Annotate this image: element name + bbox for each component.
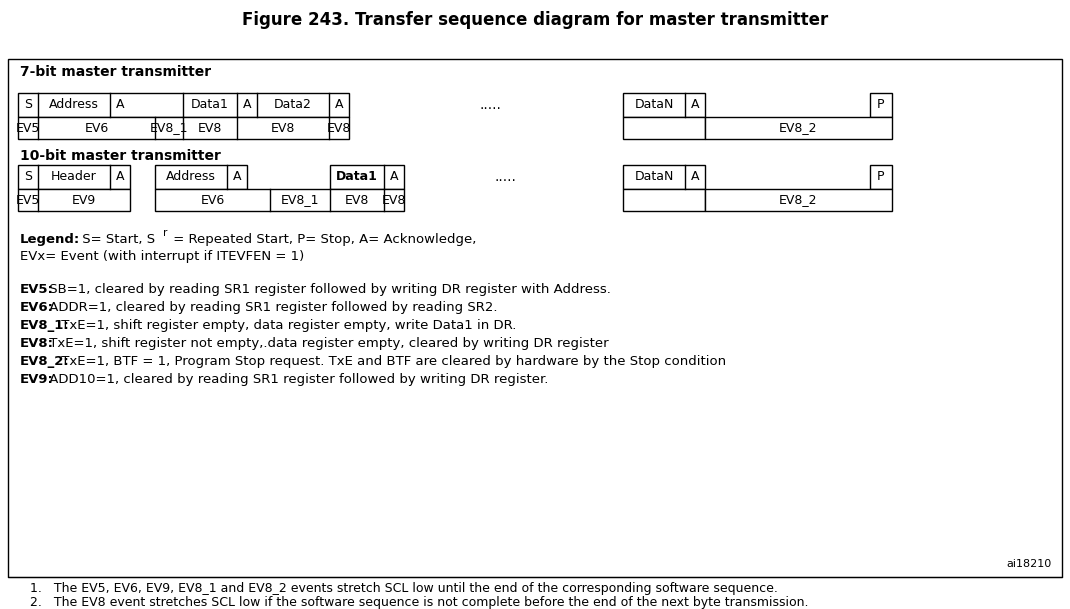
Text: SB=1, cleared by reading SR1 register followed by writing DR register with Addre: SB=1, cleared by reading SR1 register fo… [45, 283, 611, 296]
Text: EV5:: EV5: [20, 283, 54, 296]
Text: EV8: EV8 [271, 122, 295, 135]
Text: A: A [116, 171, 124, 183]
Text: A: A [116, 99, 124, 111]
Bar [623, 189, 705, 211]
Text: P: P [877, 99, 885, 111]
Bar [330, 165, 404, 189]
Bar [155, 189, 404, 211]
Bar [7, 59, 1063, 577]
Text: TxE=1, BTF = 1, Program Stop request. TxE and BTF are cleared by hardware by the: TxE=1, BTF = 1, Program Stop request. Tx… [57, 355, 727, 368]
Text: Address: Address [166, 171, 216, 183]
Bar [705, 189, 892, 211]
Text: Header: Header [51, 171, 97, 183]
Text: EV8_1: EV8_1 [280, 194, 319, 206]
Text: r: r [163, 228, 167, 238]
Text: EV9: EV9 [72, 194, 96, 206]
Text: EV9:: EV9: [20, 373, 54, 386]
Text: EV8:: EV8: [20, 337, 54, 350]
Text: 1.   The EV5, EV6, EV9, EV8_1 and EV8_2 events stretch SCL low until the end of : 1. The EV5, EV6, EV9, EV8_1 and EV8_2 ev… [30, 582, 778, 595]
Bar [18, 165, 129, 189]
Text: TxE=1, shift register not empty,.data register empty, cleared by writing DR regi: TxE=1, shift register not empty,.data re… [45, 337, 609, 350]
Text: EV8_2: EV8_2 [779, 122, 817, 135]
Text: .....: ..... [479, 98, 501, 112]
Text: Figure 243. Transfer sequence diagram for master transmitter: Figure 243. Transfer sequence diagram fo… [242, 11, 828, 29]
Text: ADD10=1, cleared by reading SR1 register followed by writing DR register.: ADD10=1, cleared by reading SR1 register… [45, 373, 548, 386]
Text: EV8: EV8 [345, 194, 369, 206]
Text: EV5: EV5 [16, 122, 41, 135]
Text: 2.   The EV8 event stretches SCL low if the software sequence is not complete be: 2. The EV8 event stretches SCL low if th… [30, 596, 809, 609]
Text: A: A [233, 171, 241, 183]
Text: EVx= Event (with interrupt if ITEVFEN = 1): EVx= Event (with interrupt if ITEVFEN = … [20, 250, 304, 263]
Text: EV8: EV8 [198, 122, 223, 135]
Text: Address: Address [49, 99, 98, 111]
Bar [155, 165, 247, 189]
Text: EV8_1: EV8_1 [150, 122, 188, 135]
Bar [18, 189, 129, 211]
Text: EV6: EV6 [85, 122, 109, 135]
Text: .....: ..... [494, 170, 516, 184]
Text: Data1: Data1 [192, 99, 229, 111]
Text: A: A [243, 99, 251, 111]
Text: P: P [877, 171, 885, 183]
Text: A: A [691, 99, 700, 111]
Bar [870, 93, 892, 117]
Text: ai18210: ai18210 [1007, 559, 1052, 569]
Text: EV6: EV6 [200, 194, 225, 206]
Text: S: S [24, 99, 32, 111]
Text: A: A [691, 171, 700, 183]
Text: EV5: EV5 [16, 194, 41, 206]
Bar [623, 117, 705, 139]
Text: DataN: DataN [635, 171, 674, 183]
Text: S= Start, S: S= Start, S [78, 233, 155, 246]
Bar [623, 93, 705, 117]
Text: ADDR=1, cleared by reading SR1 register followed by reading SR2.: ADDR=1, cleared by reading SR1 register … [45, 301, 498, 314]
Text: DataN: DataN [635, 99, 674, 111]
Text: Data1: Data1 [336, 171, 378, 183]
Text: Legend:: Legend: [20, 233, 80, 246]
Text: EV8_2: EV8_2 [779, 194, 817, 206]
Text: A: A [389, 171, 398, 183]
Bar [18, 117, 349, 139]
Bar [705, 117, 892, 139]
Text: EV8: EV8 [382, 194, 407, 206]
Text: 7-bit master transmitter: 7-bit master transmitter [20, 65, 211, 79]
Text: A: A [335, 99, 343, 111]
Text: TxE=1, shift register empty, data register empty, write Data1 in DR.: TxE=1, shift register empty, data regist… [57, 319, 517, 332]
Text: 10-bit master transmitter: 10-bit master transmitter [20, 149, 220, 163]
Bar [18, 93, 349, 117]
Text: S: S [24, 171, 32, 183]
Text: EV6:: EV6: [20, 301, 54, 314]
Text: = Repeated Start, P= Stop, A= Acknowledge,: = Repeated Start, P= Stop, A= Acknowledg… [169, 233, 476, 246]
Text: EV8_1:: EV8_1: [20, 319, 70, 332]
Text: EV8_2:: EV8_2: [20, 355, 70, 368]
Text: Data2: Data2 [274, 99, 312, 111]
Bar [870, 165, 892, 189]
Text: EV8: EV8 [326, 122, 351, 135]
Bar [623, 165, 705, 189]
